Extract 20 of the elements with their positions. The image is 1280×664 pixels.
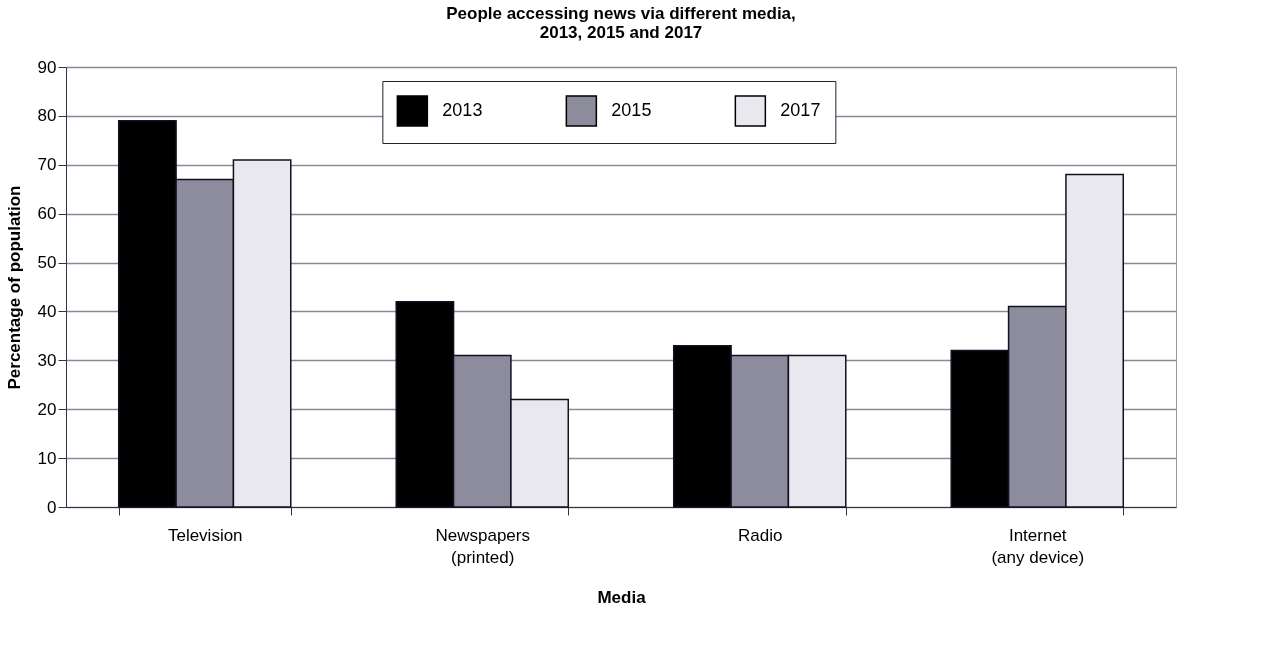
legend-label: 2015 <box>611 100 652 120</box>
x-axis-title: Media <box>597 587 647 607</box>
y-tick-label: 50 <box>37 253 57 273</box>
y-tick-label: 0 <box>47 497 57 517</box>
y-tick-label: 70 <box>37 155 57 175</box>
y-tick-label: 80 <box>37 106 57 126</box>
legend-label: 2013 <box>442 100 483 120</box>
x-tick-label: Television <box>167 525 243 545</box>
y-axis-title: Percentage of population <box>4 185 24 390</box>
y-tick-label: 40 <box>37 301 57 321</box>
chart-title: People accessing news via different media, 2013, 2015 and 2017 <box>446 4 796 42</box>
y-tick-label: 10 <box>37 448 57 468</box>
y-tick-label: 30 <box>37 350 57 370</box>
x-tick-label: Radio <box>738 525 783 545</box>
y-tick-label: 20 <box>37 399 57 419</box>
x-tick-label: Newspapers (printed) <box>435 525 530 567</box>
legend-label: 2017 <box>780 100 821 120</box>
x-tick-label: Internet (any device) <box>991 525 1085 567</box>
y-tick-label: 60 <box>37 204 57 224</box>
y-tick-label: 90 <box>37 57 57 77</box>
